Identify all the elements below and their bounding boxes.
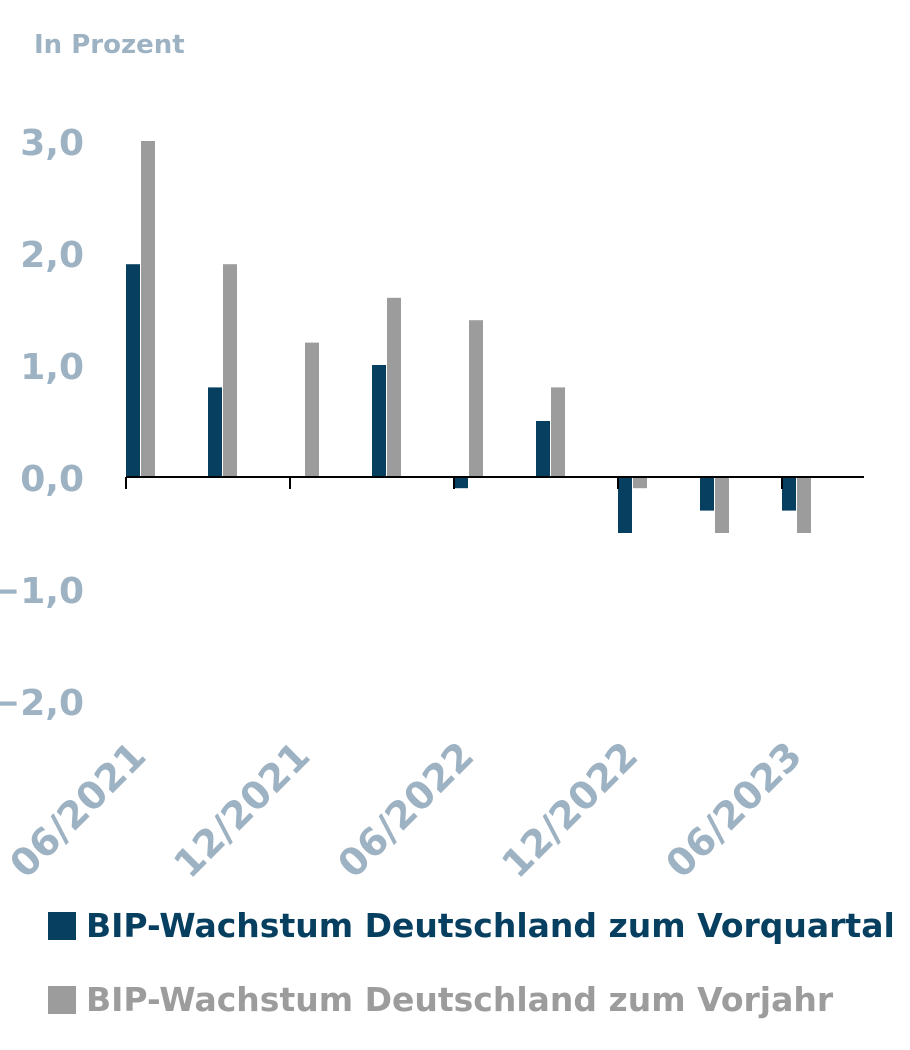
legend-item-vorjahr: BIP-Wachstum Deutschland zum Vorjahr bbox=[48, 980, 833, 1019]
bar-vorquartal-12-2022 bbox=[618, 477, 632, 533]
bar-vorquartal-03-2022 bbox=[372, 365, 386, 477]
x-tick-label: 12/2021 bbox=[165, 733, 318, 880]
y-tick-label: −1,0 bbox=[0, 571, 84, 612]
y-tick-label: 3,0 bbox=[20, 123, 84, 164]
y-tick-label: −2,0 bbox=[0, 683, 84, 724]
x-tick-label: 06/2021 bbox=[1, 733, 154, 880]
bar-vorjahr-09-2021 bbox=[223, 264, 237, 477]
y-tick-label: 1,0 bbox=[20, 347, 84, 388]
bar-vorquartal-06-2022 bbox=[454, 477, 468, 489]
y-tick-label: 0,0 bbox=[20, 459, 84, 500]
bar-vorjahr-09-2022 bbox=[551, 387, 565, 477]
bar-vorjahr-03-2022 bbox=[387, 297, 401, 477]
y-axis-unit-label: In Prozent bbox=[34, 30, 185, 60]
bar-vorquartal-09-2022 bbox=[536, 421, 550, 477]
bar-vorquartal-09-2021 bbox=[208, 387, 222, 477]
bar-vorjahr-06-2023 bbox=[797, 477, 811, 533]
legend-swatch-vorjahr bbox=[48, 985, 76, 1014]
y-tick-label: 2,0 bbox=[20, 235, 84, 276]
x-tick-label: 06/2022 bbox=[329, 733, 482, 880]
bar-chart: 3,02,01,00,0−1,0−2,0 06/2021 12/2021 06/20… bbox=[0, 123, 864, 880]
legend-label-vorjahr: BIP-Wachstum Deutschland zum Vorjahr bbox=[86, 980, 834, 1019]
bar-vorjahr-03-2023 bbox=[715, 477, 729, 533]
bar-vorquartal-06-2023 bbox=[782, 477, 796, 511]
legend-swatch-vorquartal bbox=[48, 911, 76, 940]
x-tick-label: 06/2023 bbox=[657, 733, 810, 880]
bar-vorquartal-03-2023 bbox=[700, 477, 714, 511]
bar-vorjahr-12-2022 bbox=[633, 477, 647, 489]
legend-item-vorquartal: BIP-Wachstum Deutschland zum Vorquartal bbox=[48, 906, 895, 945]
x-tick-label: 12/2022 bbox=[493, 733, 646, 880]
bar-vorjahr-12-2021 bbox=[305, 342, 319, 477]
bar-vorquartal-06-2021 bbox=[126, 264, 140, 477]
bar-vorjahr-06-2022 bbox=[469, 320, 483, 477]
bar-vorjahr-06-2021 bbox=[141, 141, 155, 477]
legend-label-vorquartal: BIP-Wachstum Deutschland zum Vorquartal bbox=[86, 906, 895, 945]
